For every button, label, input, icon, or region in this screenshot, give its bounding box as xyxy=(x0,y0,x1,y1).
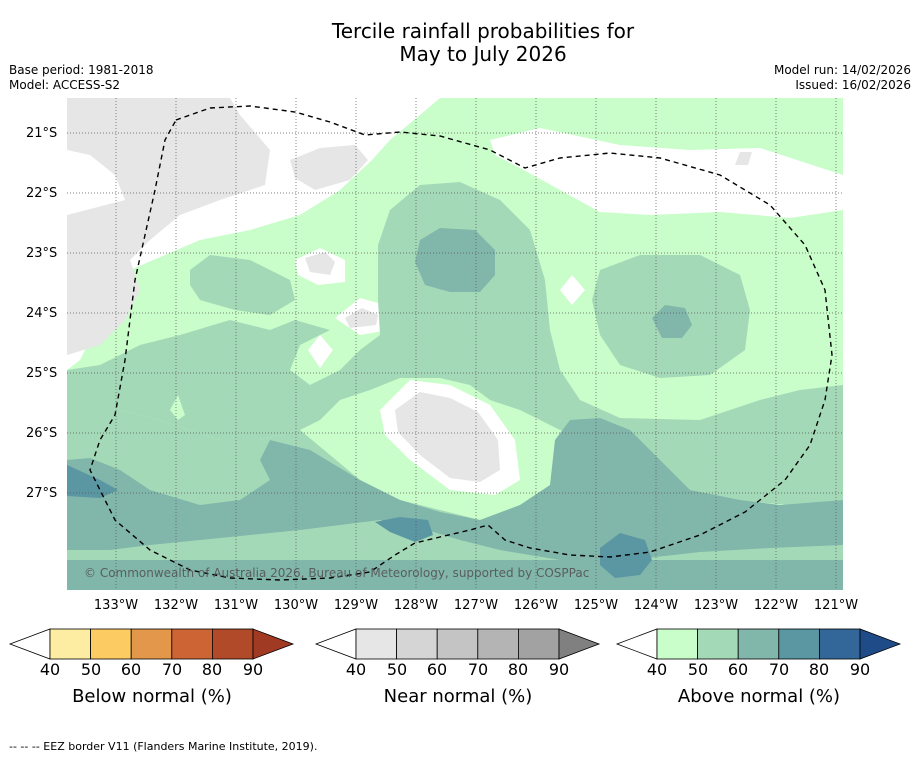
lat-label-21: 21°S xyxy=(26,126,58,141)
region-above-60-s xyxy=(67,418,843,560)
cb-segment xyxy=(778,628,820,660)
cb-above-tick: 90 xyxy=(849,660,871,679)
cb-segment xyxy=(171,628,213,660)
lon-label-131: 131°W xyxy=(213,598,259,613)
colorbar-below xyxy=(8,628,295,660)
cb-below-tick: 90 xyxy=(242,660,264,679)
region-above-70-s xyxy=(375,517,433,542)
lon-label-133: 133°W xyxy=(93,598,139,613)
lon-label-132: 132°W xyxy=(153,598,199,613)
colorbar-above xyxy=(615,628,902,660)
cb-above-tick: 60 xyxy=(727,660,749,679)
lon-label-130: 130°W xyxy=(273,598,319,613)
lon-label-126: 126°W xyxy=(513,598,559,613)
region-near-n xyxy=(290,145,368,190)
region-near-ne1 xyxy=(735,152,752,165)
cb-segment xyxy=(517,628,560,660)
lat-label-22: 22°S xyxy=(26,186,58,201)
title-line-1: Tercile rainfall probabilities for xyxy=(331,19,635,43)
cb-above-tick: 40 xyxy=(646,660,668,679)
cb-left-extend xyxy=(8,628,51,660)
cb-segment xyxy=(90,628,132,660)
lon-label-122: 122°W xyxy=(753,598,799,613)
colorbar-near-label: Near normal (%) xyxy=(383,686,533,707)
title-line-2: May to July 2026 xyxy=(399,42,567,66)
cb-near-tick: 70 xyxy=(467,660,489,679)
cb-left-extend xyxy=(314,628,357,660)
cb-near-tick: 80 xyxy=(507,660,529,679)
copyright-notice: © Commonwealth of Australia 2026, Bureau… xyxy=(84,566,590,580)
cb-below-tick: 80 xyxy=(201,660,223,679)
lon-label-121: 121°W xyxy=(813,598,859,613)
cb-segment xyxy=(436,628,479,660)
cb-right-extend xyxy=(252,628,295,660)
rainfall-map xyxy=(67,98,843,590)
cb-segment xyxy=(355,628,397,660)
base-period: Base period: 1981-2018 xyxy=(9,63,154,77)
cb-near-tick: 90 xyxy=(548,660,570,679)
lon-label-125: 125°W xyxy=(573,598,619,613)
cb-right-extend xyxy=(558,628,601,660)
region-above-50 xyxy=(67,182,843,505)
cb-segment xyxy=(49,628,91,660)
region-near-nw xyxy=(67,98,270,355)
colorbar-below-label: Below normal (%) xyxy=(72,686,232,707)
cb-segment xyxy=(211,628,254,660)
cb-below-tick: 60 xyxy=(120,660,142,679)
cb-segment xyxy=(477,628,519,660)
cb-below-tick: 40 xyxy=(39,660,61,679)
grid-lines xyxy=(67,98,843,590)
cb-above-tick: 80 xyxy=(808,660,830,679)
cb-segment xyxy=(737,628,780,660)
cb-near-tick: 50 xyxy=(386,660,408,679)
colorbar-near xyxy=(314,628,601,660)
region-above-50-wsmall xyxy=(170,395,185,420)
cb-near-tick: 40 xyxy=(345,660,367,679)
region-white-w xyxy=(67,140,140,210)
issued-date: Issued: 16/02/2026 xyxy=(795,78,911,92)
cb-segment xyxy=(396,628,438,660)
region-near-small1 xyxy=(305,252,335,275)
lat-label-25: 25°S xyxy=(26,366,58,381)
cb-segment xyxy=(818,628,861,660)
region-white-ne xyxy=(490,128,843,218)
cb-segment xyxy=(130,628,173,660)
model-name: Model: ACCESS-S2 xyxy=(9,78,121,92)
cb-below-tick: 50 xyxy=(80,660,102,679)
cb-below-tick: 70 xyxy=(161,660,183,679)
region-near-small2 xyxy=(345,308,378,328)
lat-label-27: 27°S xyxy=(26,486,58,501)
cb-segment xyxy=(697,628,739,660)
region-above-50-w xyxy=(190,255,295,315)
region-white-small3 xyxy=(308,335,333,368)
lat-label-23: 23°S xyxy=(26,246,58,261)
cb-near-tick: 60 xyxy=(426,660,448,679)
cb-right-extend xyxy=(859,628,902,660)
lat-label-26: 26°S xyxy=(26,426,58,441)
eez-border xyxy=(89,105,833,581)
cb-left-extend xyxy=(615,628,658,660)
meta-left: Base period: 1981-2018 Model: ACCESS-S2 xyxy=(9,63,154,93)
lat-label-24: 24°S xyxy=(26,306,58,321)
lon-label-124: 124°W xyxy=(633,598,679,613)
meta-right: Model run: 14/02/2026 Issued: 16/02/2026 xyxy=(774,63,911,93)
region-white-small4 xyxy=(560,275,585,305)
region-above-60-center xyxy=(415,228,495,292)
lon-label-129: 129°W xyxy=(333,598,379,613)
colorbar-above-label: Above normal (%) xyxy=(677,686,841,707)
lon-label-128: 128°W xyxy=(393,598,439,613)
cb-above-tick: 70 xyxy=(768,660,790,679)
lon-label-127: 127°W xyxy=(453,598,499,613)
cb-segment xyxy=(656,628,698,660)
model-run: Model run: 14/02/2026 xyxy=(773,63,911,77)
lon-label-123: 123°W xyxy=(693,598,739,613)
eez-footnote: -- -- -- EEZ border V11 (Flanders Marine… xyxy=(9,740,318,753)
region-near-center xyxy=(395,392,500,482)
cb-above-tick: 50 xyxy=(687,660,709,679)
region-above-60-ss xyxy=(67,560,843,590)
region-above-70-w xyxy=(67,465,118,498)
